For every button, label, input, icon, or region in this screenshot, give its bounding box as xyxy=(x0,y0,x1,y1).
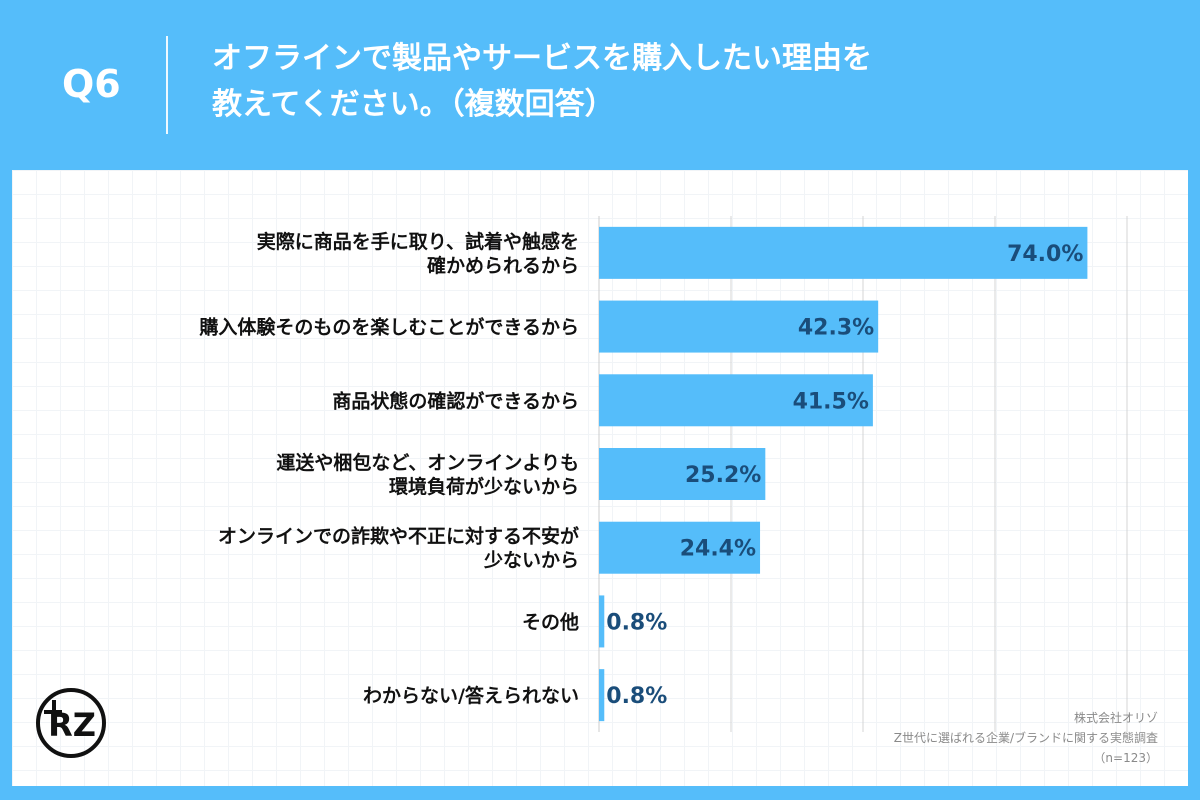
data-label: 24.4% xyxy=(680,537,756,562)
category-label: 少ないから xyxy=(483,550,579,572)
bar xyxy=(599,521,761,574)
question-title: オフラインで製品やサービスを購入したい理由を 教えてください。（複数回答） xyxy=(212,36,1112,128)
bar xyxy=(599,448,766,500)
footer-source: 株式会社オリゾ Z世代に選ばれる企業/ブランドに関する実態調査 （n=123） xyxy=(894,708,1158,768)
category-label: 実際に商品を手に取り、試着や触感を xyxy=(257,230,579,253)
category-label: 購入体験そのものを楽しむことができるから xyxy=(199,316,579,339)
question-title-line-2: 教えてください。（複数回答） xyxy=(212,87,615,122)
data-label: 0.8% xyxy=(606,610,667,635)
bar xyxy=(599,595,605,648)
category-label: 確かめられるから xyxy=(427,254,579,277)
data-label: 25.2% xyxy=(685,463,761,488)
data-label: 74.0% xyxy=(1007,242,1083,267)
bar xyxy=(599,669,605,722)
category-label: 環境負荷が少ないから xyxy=(389,475,579,498)
question-number: Q6 xyxy=(62,62,121,106)
data-label: 0.8% xyxy=(606,684,667,709)
footer-sample-size: （n=123） xyxy=(1093,751,1158,765)
footer-company: 株式会社オリゾ xyxy=(1073,711,1158,725)
footer-survey: Z世代に選ばれる企業/ブランドに関する実態調査 xyxy=(893,731,1158,745)
data-label: 41.5% xyxy=(793,389,869,414)
category-label: 商品状態の確認ができるから xyxy=(332,389,579,412)
question-title-line-1: オフラインで製品やサービスを購入したい理由を xyxy=(212,41,872,76)
category-label: その他 xyxy=(522,610,579,633)
header-divider xyxy=(166,36,168,134)
svg-text:RZ: RZ xyxy=(48,706,96,744)
category-label: オンラインでの詐欺や不正に対する不安が xyxy=(218,525,579,548)
bar xyxy=(599,300,879,353)
bar xyxy=(599,226,1088,279)
bar xyxy=(599,374,873,427)
data-label: 42.3% xyxy=(798,316,874,341)
orizo-logo-icon: RZ xyxy=(34,686,108,760)
question-header: Q6 オフラインで製品やサービスを購入したい理由を 教えてください。（複数回答） xyxy=(0,0,1200,170)
category-label: 運送や梱包など、オンラインよりも xyxy=(276,451,579,474)
category-label: わからない/答えられない xyxy=(363,684,579,707)
